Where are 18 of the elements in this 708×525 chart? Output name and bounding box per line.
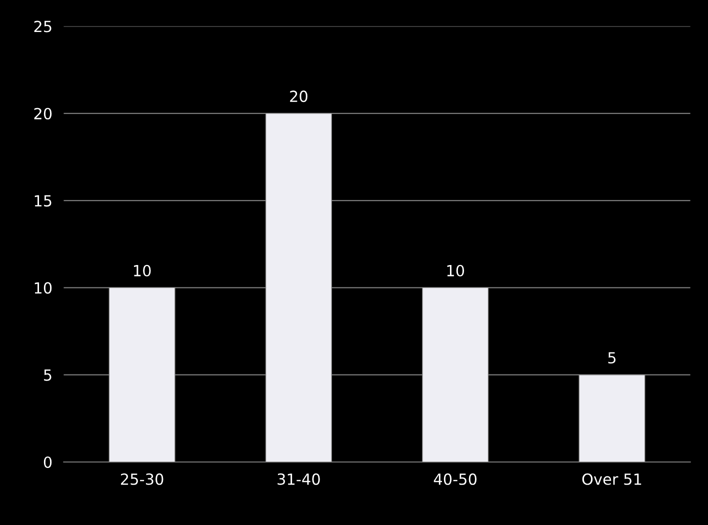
bar — [422, 287, 489, 462]
y-tick-label: 10 — [34, 282, 52, 294]
y-tick-label: 0 — [44, 456, 52, 468]
data-label: 10 — [134, 264, 151, 276]
y-tick-label: 5 — [44, 370, 52, 381]
x-tick-label: Over 51 — [582, 473, 642, 485]
y-tick-label: 25 — [34, 20, 52, 32]
y-tick-label: 15 — [34, 195, 52, 207]
bar — [265, 113, 332, 462]
y-tick-label: 20 — [34, 108, 52, 120]
x-tick-label: 31-40 — [278, 473, 320, 485]
bar — [108, 287, 176, 462]
x-tick-label: 25-30 — [120, 473, 164, 485]
data-label: 20 — [290, 90, 308, 102]
data-label: 5 — [608, 352, 616, 364]
data-label: 10 — [447, 264, 464, 276]
bar — [578, 374, 646, 462]
x-tick-label: 40-50 — [434, 473, 477, 485]
